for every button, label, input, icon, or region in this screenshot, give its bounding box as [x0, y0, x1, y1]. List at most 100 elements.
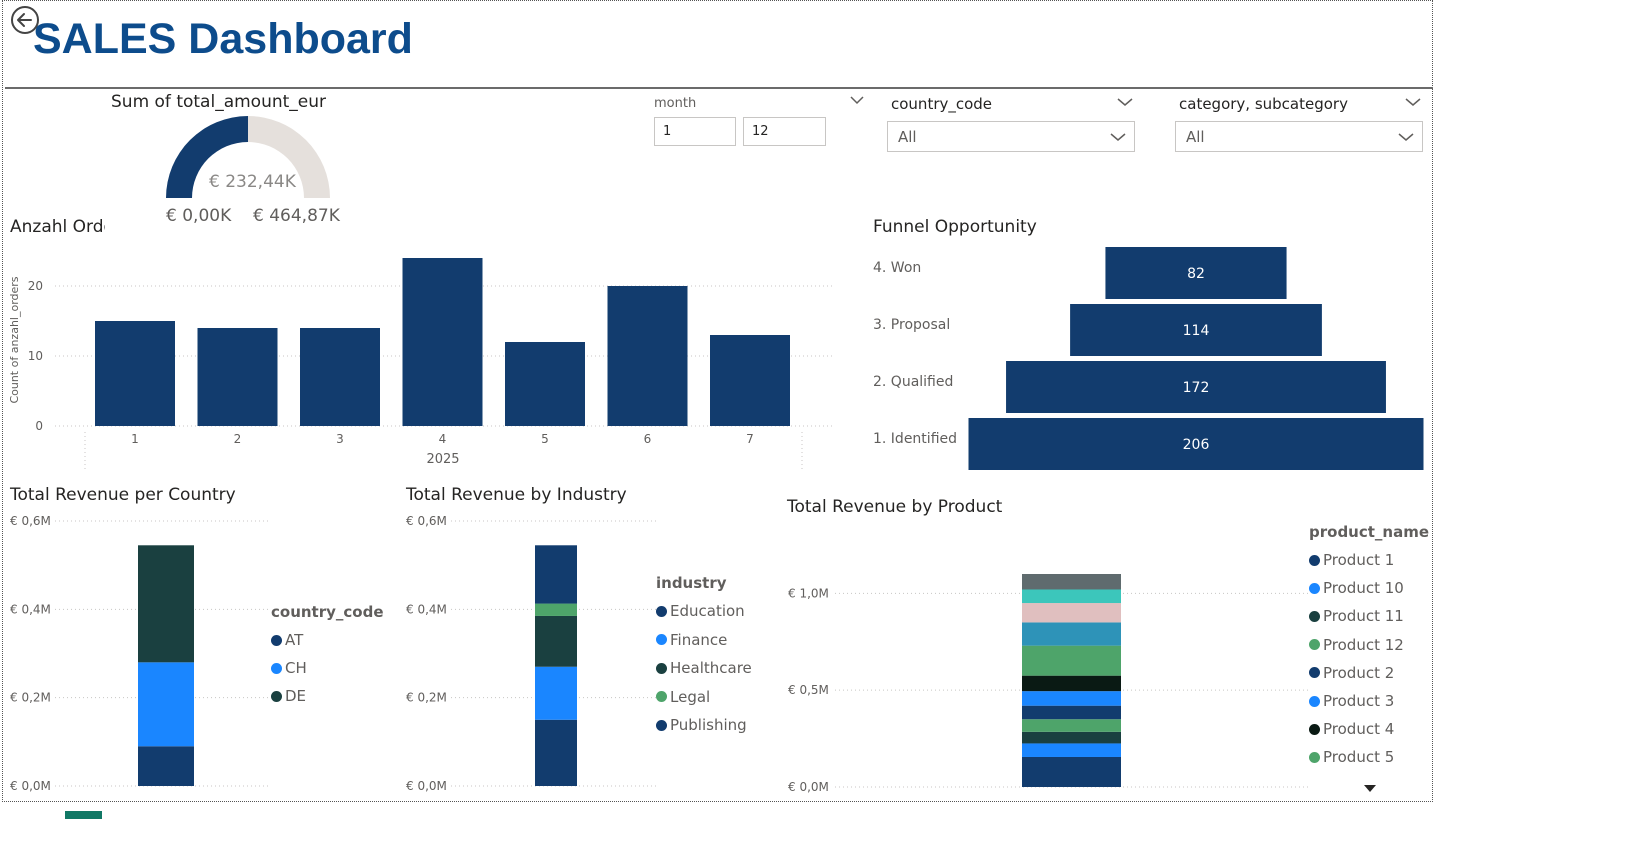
month-to-input[interactable]: 12 — [743, 117, 826, 146]
legend-label: AT — [285, 631, 304, 649]
legend-label: Publishing — [670, 716, 747, 735]
stack-segment[interactable] — [1022, 691, 1121, 706]
orders-bar[interactable] — [607, 286, 688, 426]
legend-item[interactable]: Product 5 — [1309, 743, 1404, 771]
chevron-down-icon[interactable] — [850, 95, 864, 105]
country-slicer-dropdown[interactable]: All — [887, 121, 1135, 152]
legend-item[interactable]: Education — [656, 597, 752, 626]
stack-segment[interactable] — [1022, 603, 1121, 623]
funnel-bar[interactable] — [968, 418, 1424, 470]
orders-bar[interactable] — [95, 321, 175, 426]
legend-item[interactable]: AT — [271, 626, 307, 654]
legend-item[interactable]: Legal — [656, 683, 752, 712]
stack-segment[interactable] — [138, 662, 194, 747]
orders-bar-chart[interactable]: Count of anzahl_orders 2025 0 10 20 1 2 3 4 5 6 7 — [0, 240, 850, 472]
scroll-down-triangle-icon[interactable] — [1363, 784, 1377, 793]
legend-item[interactable]: Product 4 — [1309, 715, 1404, 743]
back-arrow-icon[interactable] — [10, 5, 40, 35]
legend-label: DE — [285, 687, 307, 705]
category-slicer-dropdown[interactable]: All — [1175, 121, 1423, 152]
orders-bar[interactable] — [402, 258, 483, 426]
y-tick-label: € 1,0M — [788, 586, 829, 600]
chevron-down-icon — [1398, 133, 1414, 141]
orders-x-tick: 6 — [644, 432, 652, 446]
orders-bar[interactable] — [710, 335, 790, 426]
stack-segment[interactable] — [1022, 756, 1121, 787]
legend-item[interactable]: Product 10 — [1309, 574, 1404, 602]
stack-segment[interactable] — [535, 615, 577, 667]
legend-label: Product 12 — [1323, 635, 1404, 654]
legend-item[interactable]: Product 11 — [1309, 602, 1404, 630]
funnel-value-label: 82 — [1187, 266, 1205, 282]
y-tick-label: € 0,0M — [10, 779, 51, 793]
y-tick-label: € 0,6M — [10, 514, 51, 528]
stack-segment[interactable] — [1022, 622, 1121, 646]
stack-segment[interactable] — [535, 545, 577, 604]
legend-item[interactable]: Product 3 — [1309, 687, 1404, 715]
chevron-down-icon[interactable] — [1405, 97, 1421, 107]
orders-bar[interactable] — [300, 328, 380, 426]
product-stacked-chart[interactable]: € 0,0M € 0,5M € 1,0M — [780, 530, 1310, 800]
page-tab-indicator[interactable] — [65, 811, 102, 819]
legend-item[interactable]: Healthcare — [656, 654, 752, 683]
stack-segment[interactable] — [535, 719, 577, 786]
orders-x-tick: 1 — [131, 432, 139, 446]
orders-bar[interactable] — [197, 328, 278, 426]
stack-segment[interactable] — [1022, 705, 1121, 720]
funnel-stage-label: 3. Proposal — [873, 317, 950, 333]
country-stacked-chart[interactable]: € 0,0M € 0,2M € 0,4M € 0,6M — [0, 505, 280, 800]
funnel-title: Funnel Opportunity — [873, 217, 1037, 237]
gauge-track — [248, 116, 330, 198]
orders-bar[interactable] — [505, 342, 585, 426]
funnel-bar[interactable] — [1070, 304, 1322, 356]
gauge-title: Sum of total_amount_eur — [111, 92, 327, 112]
stack-segment[interactable] — [1022, 743, 1121, 757]
legend-dot-icon — [1309, 751, 1320, 763]
chevron-down-icon[interactable] — [1117, 97, 1133, 107]
legend-item[interactable]: CH — [271, 654, 307, 682]
month-from-input[interactable]: 1 — [654, 117, 736, 146]
legend-item[interactable]: DE — [271, 682, 307, 710]
industry-stacked-chart[interactable]: € 0,0M € 0,2M € 0,4M € 0,6M — [396, 505, 666, 800]
gauge-chart[interactable] — [160, 112, 340, 204]
stack-segment[interactable] — [1022, 574, 1121, 590]
gauge-max: € 464,87K — [253, 206, 340, 226]
stack-segment[interactable] — [1022, 645, 1121, 676]
legend-dot-icon — [656, 634, 667, 646]
stack-segment[interactable] — [138, 746, 194, 786]
y-tick-label: € 0,0M — [406, 779, 447, 793]
funnel-stage-label: 2. Qualified — [873, 374, 953, 390]
legend-item[interactable]: Publishing — [656, 711, 752, 740]
legend-label: Product 1 — [1323, 551, 1395, 570]
legend-item[interactable]: Product 1 — [1309, 546, 1404, 574]
stack-segment[interactable] — [1022, 719, 1121, 732]
orders-x-tick: 4 — [439, 432, 447, 446]
legend-label: Finance — [670, 630, 728, 649]
legend-item[interactable]: Product 2 — [1309, 659, 1404, 687]
orders-year-label: 2025 — [426, 452, 459, 467]
orders-y-tick: 10 — [28, 349, 43, 363]
funnel-chart[interactable]: 82 4. Won 114 3. Proposal 172 2. Qualified 206… — [860, 240, 1430, 475]
legend-dot-icon — [1309, 554, 1320, 566]
legend-label: Product 2 — [1323, 663, 1395, 682]
product-chart-title: Total Revenue by Product — [787, 497, 1003, 517]
page-title: SALES Dashboard — [33, 15, 413, 63]
stack-segment[interactable] — [535, 666, 577, 720]
stack-segment[interactable] — [535, 603, 577, 616]
orders-chart-title: Anzahl Orde — [10, 217, 105, 237]
gauge-min: € 0,00K — [166, 206, 232, 226]
y-tick-label: € 0,2M — [406, 691, 447, 705]
funnel-value-label: 172 — [1183, 380, 1210, 396]
gauge-fill — [166, 116, 249, 198]
stack-segment[interactable] — [1022, 731, 1121, 744]
stack-segment[interactable] — [1022, 589, 1121, 604]
stack-segment[interactable] — [1022, 675, 1121, 692]
legend-item[interactable]: Finance — [656, 626, 752, 655]
funnel-bar[interactable] — [1105, 247, 1287, 299]
legend-dot-icon — [271, 634, 282, 646]
title-divider — [5, 87, 1433, 89]
legend-item[interactable]: Product 12 — [1309, 631, 1404, 659]
funnel-bar[interactable] — [1006, 361, 1386, 413]
legend-label: Product 11 — [1323, 607, 1404, 626]
stack-segment[interactable] — [138, 545, 194, 663]
